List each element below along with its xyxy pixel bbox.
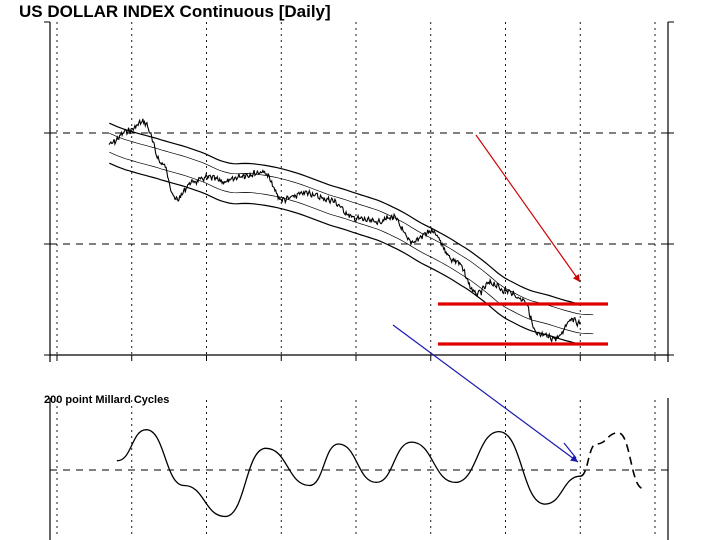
cycle-point (116, 460, 118, 462)
cycle-point (579, 475, 581, 477)
price-point (243, 174, 246, 176)
price-point (523, 298, 525, 301)
price-point (504, 290, 507, 292)
channel-lower-band (109, 162, 594, 346)
price-point (375, 221, 377, 223)
price-point (489, 282, 492, 284)
price-point (175, 199, 177, 201)
price-point (127, 130, 130, 132)
annotations (392, 134, 608, 463)
price-point (476, 293, 478, 295)
price-line (109, 118, 581, 343)
price-point (454, 260, 456, 262)
grid-layer (44, 21, 674, 540)
channel-upper-band (109, 122, 594, 306)
price-point (262, 171, 264, 173)
price-point (392, 216, 394, 218)
support-annotation-arrow (475, 134, 581, 283)
price-point (355, 217, 357, 220)
price-point (142, 121, 145, 123)
cycle-point (145, 429, 147, 431)
cycle-point (265, 447, 267, 449)
cycle-panel-title: 200 point Millard Cycles (44, 394, 169, 406)
cycle-point (410, 441, 413, 443)
cycle-point (183, 484, 185, 487)
price-point (224, 181, 226, 183)
cycle-projection-line (579, 431, 644, 490)
price-point (108, 143, 110, 145)
price-point (536, 334, 539, 336)
channel-lower-inner-band (109, 151, 594, 335)
price-point (430, 231, 432, 233)
cycle-point (454, 481, 456, 483)
cycle-point (498, 430, 500, 433)
price-point (281, 199, 283, 201)
channel-bands (109, 122, 594, 346)
price-point (328, 199, 330, 201)
price-point (192, 181, 194, 183)
cycle-annotation-tick (563, 442, 577, 459)
cycle-point (544, 503, 546, 505)
cycle-point (337, 443, 339, 445)
price-point (579, 323, 581, 325)
price-point (208, 176, 210, 178)
price-point (556, 337, 558, 339)
chart-text: US DOLLAR INDEX Continuous [Daily] 200 p… (19, 2, 331, 406)
cycle-annotation-arrow (392, 324, 579, 463)
channel-upper-inner-band (109, 132, 594, 316)
price-point (571, 317, 573, 319)
chart-title: US DOLLAR INDEX Continuous [Daily] (19, 2, 331, 21)
cycle-point (375, 481, 377, 483)
cycle-series (116, 429, 644, 518)
cycle-point (224, 515, 226, 518)
price-point (162, 163, 164, 165)
price-point (306, 192, 308, 194)
price-series (108, 118, 581, 343)
cycle-point (308, 484, 311, 487)
price-point (410, 241, 413, 243)
cycle-line (117, 429, 581, 518)
